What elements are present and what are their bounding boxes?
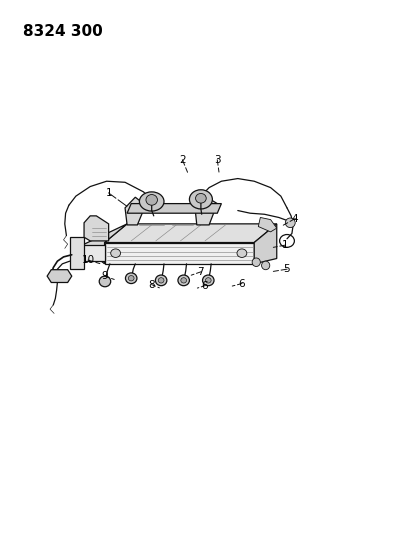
Polygon shape bbox=[70, 237, 84, 269]
Ellipse shape bbox=[128, 276, 134, 281]
Ellipse shape bbox=[158, 278, 164, 283]
Ellipse shape bbox=[155, 275, 166, 286]
Text: 3: 3 bbox=[213, 155, 220, 165]
Ellipse shape bbox=[189, 190, 212, 209]
Text: 7: 7 bbox=[197, 267, 204, 277]
Ellipse shape bbox=[285, 218, 294, 228]
Polygon shape bbox=[127, 204, 221, 213]
Text: 8324 300: 8324 300 bbox=[22, 24, 102, 39]
Text: 10: 10 bbox=[81, 255, 94, 265]
Text: 4: 4 bbox=[291, 214, 298, 223]
Ellipse shape bbox=[178, 275, 189, 286]
Polygon shape bbox=[254, 224, 276, 264]
Ellipse shape bbox=[195, 193, 206, 203]
Text: 6: 6 bbox=[238, 279, 245, 288]
Ellipse shape bbox=[180, 278, 186, 283]
Ellipse shape bbox=[236, 249, 246, 257]
Polygon shape bbox=[194, 196, 217, 225]
Ellipse shape bbox=[205, 278, 211, 283]
Ellipse shape bbox=[110, 249, 120, 257]
Ellipse shape bbox=[139, 192, 164, 211]
Polygon shape bbox=[82, 224, 127, 264]
Text: 8: 8 bbox=[148, 280, 155, 289]
Text: 2: 2 bbox=[179, 155, 185, 165]
Ellipse shape bbox=[125, 273, 137, 284]
Text: 1: 1 bbox=[281, 240, 288, 250]
Text: 9: 9 bbox=[101, 271, 108, 281]
Polygon shape bbox=[104, 224, 276, 243]
Text: 6: 6 bbox=[201, 281, 208, 290]
Text: 5: 5 bbox=[283, 264, 290, 274]
Polygon shape bbox=[125, 197, 145, 225]
Ellipse shape bbox=[252, 258, 260, 266]
Polygon shape bbox=[104, 243, 254, 264]
Ellipse shape bbox=[99, 276, 110, 287]
Polygon shape bbox=[82, 245, 104, 261]
Polygon shape bbox=[47, 270, 72, 282]
Polygon shape bbox=[258, 217, 276, 232]
Ellipse shape bbox=[146, 195, 157, 205]
Polygon shape bbox=[84, 216, 108, 241]
Ellipse shape bbox=[261, 261, 269, 270]
Ellipse shape bbox=[202, 275, 213, 286]
Text: 1: 1 bbox=[105, 188, 112, 198]
